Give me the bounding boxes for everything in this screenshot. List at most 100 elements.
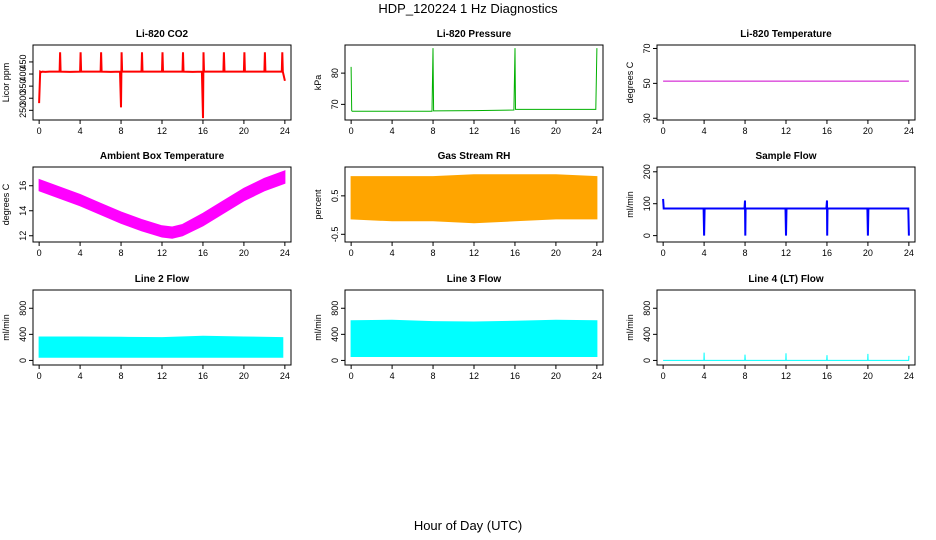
y-tick-label: 400 xyxy=(18,327,28,342)
x-tick-label: 16 xyxy=(510,371,520,381)
x-tick-label: 24 xyxy=(280,248,290,258)
chart-panel: Line 3 Flow ml/min 0 4 8 12 16 20 24 0 400 800 xyxy=(313,274,604,381)
chart-title: Li-820 CO2 xyxy=(136,29,189,40)
y-tick-label: 400 xyxy=(18,67,28,82)
x-tick-label: 0 xyxy=(349,248,354,258)
x-tick-label: 16 xyxy=(510,248,520,258)
y-tick-label: 30 xyxy=(642,113,652,123)
x-tick-label: 0 xyxy=(349,126,354,136)
x-tick-label: 24 xyxy=(904,371,914,381)
y-tick-label: 800 xyxy=(18,301,28,316)
x-tick-label: 4 xyxy=(390,248,395,258)
x-tick-label: 0 xyxy=(37,371,42,381)
y-tick-label: 70 xyxy=(642,43,652,53)
y-tick-label: 450 xyxy=(18,54,28,69)
x-tick-label: 24 xyxy=(280,126,290,136)
y-tick-label: 0 xyxy=(330,358,340,363)
x-tick-label: 4 xyxy=(390,371,395,381)
x-tick-label: 24 xyxy=(904,126,914,136)
x-tick-label: 16 xyxy=(822,371,832,381)
chart-panel: Li-820 Temperature degrees C 0 4 8 12 16 20 24 30… xyxy=(625,29,916,136)
y-axis-label: ml/min xyxy=(625,191,635,218)
y-tick-label: 250 xyxy=(18,103,28,118)
y-tick-label: 400 xyxy=(330,327,340,342)
x-tick-label: 24 xyxy=(592,371,602,381)
x-tick-label: 20 xyxy=(863,371,873,381)
x-tick-label: 16 xyxy=(822,126,832,136)
x-tick-label: 20 xyxy=(551,371,561,381)
chart-title: Li-820 Temperature xyxy=(740,29,832,40)
x-tick-label: 4 xyxy=(702,248,707,258)
y-tick-label: 100 xyxy=(642,196,652,211)
x-tick-label: 20 xyxy=(239,371,249,381)
x-tick-label: 24 xyxy=(904,248,914,258)
y-tick-label: 350 xyxy=(18,79,28,94)
y-axis-label: percent xyxy=(313,189,323,220)
x-tick-label: 8 xyxy=(743,371,748,381)
x-tick-label: 0 xyxy=(37,126,42,136)
x-tick-label: 8 xyxy=(119,126,124,136)
x-tick-label: 4 xyxy=(78,126,83,136)
chart-panel: Gas Stream RH percent 0 4 8 12 16 20 24 -0.5 0.5 xyxy=(313,151,604,258)
x-tick-label: 16 xyxy=(198,371,208,381)
y-tick-label: 14 xyxy=(18,206,28,216)
x-tick-label: 0 xyxy=(349,371,354,381)
x-tick-label: 0 xyxy=(661,371,666,381)
x-tick-label: 12 xyxy=(469,371,479,381)
data-line xyxy=(350,48,598,112)
x-tick-label: 4 xyxy=(78,248,83,258)
page-title: HDP_120224 1 Hz Diagnostics xyxy=(378,1,558,16)
x-tick-label: 8 xyxy=(431,371,436,381)
y-axis-label: ml/min xyxy=(313,314,323,341)
data-band xyxy=(38,335,284,358)
chart-title: Line 2 Flow xyxy=(135,274,190,285)
chart-title: Line 4 (LT) Flow xyxy=(748,274,824,285)
data-line xyxy=(38,52,286,119)
x-tick-label: 12 xyxy=(469,248,479,258)
y-tick-label: 400 xyxy=(642,327,652,342)
x-tick-label: 8 xyxy=(119,371,124,381)
plot-frame xyxy=(656,44,916,121)
chart-panel: Line 2 Flow ml/min 0 4 8 12 16 20 24 0 400 800 xyxy=(1,274,292,381)
chart-panel: Line 4 (LT) Flow ml/min 0 4 8 12 16 20 24 0 400 800 xyxy=(625,274,916,381)
x-tick-label: 4 xyxy=(390,126,395,136)
y-tick-label: 800 xyxy=(330,301,340,316)
x-tick-label: 20 xyxy=(863,248,873,258)
y-axis-label: Licor ppm xyxy=(1,63,11,103)
page-x-axis-label: Hour of Day (UTC) xyxy=(413,518,523,533)
x-tick-label: 0 xyxy=(661,248,666,258)
x-tick-label: 12 xyxy=(781,248,791,258)
y-tick-label: 0 xyxy=(642,358,652,363)
x-tick-label: 16 xyxy=(198,248,208,258)
chart-panel: Ambient Box Temperature degrees C 0 4 8 12 16 2… xyxy=(1,151,292,258)
plot-frame xyxy=(344,44,604,121)
data-band xyxy=(350,319,598,357)
x-tick-label: 20 xyxy=(551,248,561,258)
chart-panel: Sample Flow ml/min 0 4 8 12 16 20 24 0 100 200 xyxy=(625,151,916,258)
x-tick-label: 20 xyxy=(239,126,249,136)
y-tick-label: 70 xyxy=(330,99,340,109)
x-tick-label: 4 xyxy=(702,126,707,136)
x-tick-label: 4 xyxy=(702,371,707,381)
x-tick-label: 8 xyxy=(743,248,748,258)
x-tick-label: 24 xyxy=(280,371,290,381)
y-tick-label: 12 xyxy=(18,231,28,241)
x-tick-label: 20 xyxy=(551,126,561,136)
x-tick-label: 12 xyxy=(469,126,479,136)
data-band xyxy=(38,170,286,239)
data-band xyxy=(350,174,598,224)
x-tick-label: 20 xyxy=(863,126,873,136)
y-axis-label: ml/min xyxy=(1,314,11,341)
x-tick-label: 12 xyxy=(157,248,167,258)
x-tick-label: 12 xyxy=(157,126,167,136)
y-tick-label: 80 xyxy=(330,68,340,78)
y-tick-label: 800 xyxy=(642,301,652,316)
x-tick-label: 16 xyxy=(822,248,832,258)
x-tick-label: 0 xyxy=(37,248,42,258)
y-axis-label: ml/min xyxy=(625,314,635,341)
x-tick-label: 12 xyxy=(157,371,167,381)
data-line xyxy=(662,198,910,236)
chart-title: Gas Stream RH xyxy=(438,151,511,162)
